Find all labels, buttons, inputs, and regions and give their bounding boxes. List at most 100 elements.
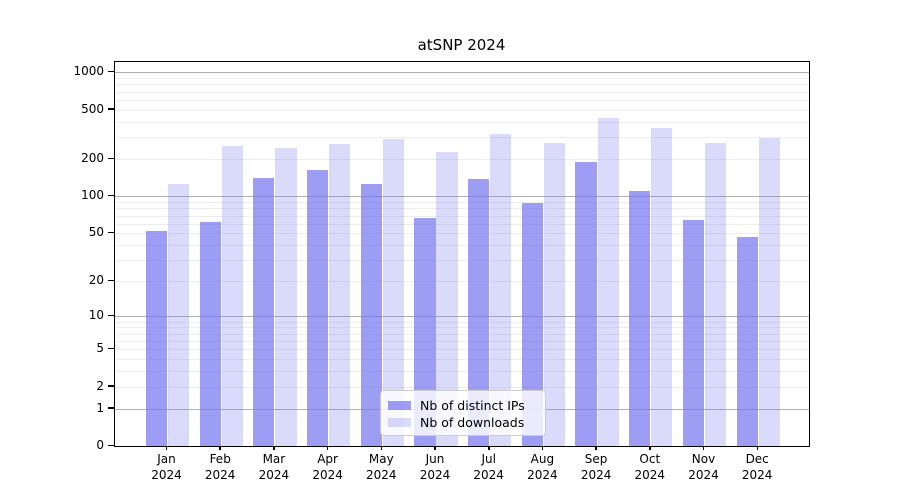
x-tick-label-line: Jan bbox=[157, 452, 176, 466]
bar-distinct-ips bbox=[360, 183, 382, 446]
bar-downloads bbox=[436, 152, 458, 446]
x-tick-mark bbox=[326, 446, 329, 450]
x-tick-label-line: 2024 bbox=[258, 468, 290, 482]
y-grid-minor-line bbox=[115, 349, 809, 351]
x-tick-label-line: 2024 bbox=[473, 468, 504, 482]
y-grid-minor-line bbox=[115, 327, 809, 329]
x-tick-label-line: Apr bbox=[317, 452, 338, 466]
legend-label-distinct-ips: Nb of distinct IPs bbox=[420, 398, 525, 413]
bar-distinct-ips bbox=[306, 170, 329, 446]
x-tick-label: Oct 2024 bbox=[619, 451, 681, 483]
y-tick-mark bbox=[108, 108, 114, 110]
y-grid-minor-line bbox=[115, 91, 809, 93]
y-grid-minor-line bbox=[115, 333, 809, 335]
x-tick-label-line: Aug bbox=[530, 452, 555, 466]
y-tick-label: 100 bbox=[81, 188, 104, 203]
x-tick-label-line: 2024 bbox=[312, 468, 343, 482]
x-tick-label-line: Jun bbox=[425, 452, 445, 466]
y-grid-minor-line bbox=[115, 281, 809, 283]
bar-downloads bbox=[329, 143, 351, 446]
x-tick-label: Apr 2024 bbox=[297, 451, 359, 483]
bar-downloads bbox=[597, 118, 619, 446]
y-tick-mark bbox=[108, 70, 114, 73]
y-grid-major-line bbox=[115, 72, 809, 74]
bar-downloads bbox=[758, 138, 780, 446]
y-grid-minor-line bbox=[115, 321, 809, 323]
y-grid-minor-line bbox=[115, 223, 809, 225]
x-tick-label: Sep 2024 bbox=[565, 451, 627, 483]
x-tick-mark bbox=[756, 446, 758, 450]
y-tick-label: 500 bbox=[81, 101, 104, 116]
y-tick-mark bbox=[108, 385, 114, 387]
y-tick-mark bbox=[108, 279, 114, 282]
x-tick-label: Jan 2024 bbox=[136, 451, 198, 483]
y-grid-minor-line bbox=[115, 215, 809, 217]
bar-distinct-ips bbox=[521, 203, 543, 446]
y-grid-minor-line bbox=[115, 340, 809, 342]
x-tick-label: Nov 2024 bbox=[673, 451, 735, 483]
bar-distinct-ips bbox=[468, 178, 490, 446]
legend-swatch-downloads bbox=[388, 418, 411, 427]
y-grid-minor-line bbox=[115, 208, 809, 210]
y-tick-label: 2 bbox=[96, 378, 104, 393]
x-tick-label-line: May bbox=[368, 452, 394, 466]
y-grid-minor-line bbox=[115, 202, 809, 203]
y-grid-minor-line bbox=[115, 359, 809, 360]
y-tick-mark bbox=[108, 157, 114, 160]
y-tick-mark bbox=[108, 314, 114, 317]
y-grid-minor-line bbox=[115, 159, 809, 161]
x-tick-label: Jun 2024 bbox=[404, 451, 466, 483]
bar-distinct-ips bbox=[414, 217, 436, 446]
x-tick-label-line: Sep bbox=[584, 452, 608, 466]
bar-distinct-ips bbox=[145, 231, 168, 446]
x-tick-label: Mar 2024 bbox=[243, 451, 305, 483]
x-tick-label-line: Feb bbox=[209, 452, 231, 466]
legend-item-downloads: Nb of downloads bbox=[388, 414, 537, 431]
y-grid-minor-line bbox=[115, 371, 809, 372]
y-tick-label: 10 bbox=[88, 308, 104, 323]
bar-downloads bbox=[221, 145, 243, 446]
bar-distinct-ips bbox=[736, 236, 758, 446]
legend: Nb of distinct IPs Nb of downloads bbox=[380, 390, 546, 436]
chart-title: atSNP 2024 bbox=[417, 36, 506, 54]
x-tick-mark bbox=[595, 446, 597, 450]
x-tick-mark bbox=[380, 446, 383, 450]
plot-area: Nb of distinct IPs Nb of downloads bbox=[114, 61, 810, 447]
x-tick-mark bbox=[219, 446, 221, 450]
x-tick-mark bbox=[649, 446, 651, 450]
y-grid-minor-line bbox=[115, 386, 809, 388]
legend-swatch-distinct-ips bbox=[388, 401, 411, 410]
y-grid-minor-line bbox=[115, 78, 809, 79]
y-tick-mark bbox=[108, 347, 114, 350]
x-tick-label: Dec 2024 bbox=[726, 451, 788, 483]
y-tick-label: 20 bbox=[88, 273, 104, 288]
y-tick-label: 1 bbox=[96, 400, 104, 415]
x-tick-label-line: 2024 bbox=[634, 468, 666, 482]
x-tick-label-line: 2024 bbox=[741, 468, 773, 482]
bar-downloads bbox=[275, 148, 297, 446]
x-tick-label-line: 2024 bbox=[419, 468, 451, 482]
x-tick-label-line: Oct bbox=[639, 452, 661, 466]
bar-distinct-ips bbox=[629, 191, 651, 446]
y-tick-label: 1000 bbox=[73, 64, 104, 79]
x-tick-label-line: Mar bbox=[262, 452, 286, 466]
bar-distinct-ips bbox=[682, 220, 705, 446]
y-tick-mark bbox=[108, 194, 114, 197]
x-tick-label-line: 2024 bbox=[580, 468, 612, 482]
y-tick-mark bbox=[108, 444, 114, 446]
x-tick-mark bbox=[488, 446, 490, 450]
x-tick-mark bbox=[541, 446, 544, 450]
y-grid-minor-line bbox=[115, 245, 809, 247]
x-tick-label: Feb 2024 bbox=[189, 451, 251, 483]
x-tick-label-line: 2024 bbox=[366, 468, 397, 482]
y-grid-minor-line bbox=[115, 99, 809, 101]
bar-downloads bbox=[490, 133, 512, 446]
bar-distinct-ips bbox=[575, 161, 597, 446]
x-tick-label-line: 2024 bbox=[527, 468, 558, 482]
x-tick-label-line: Nov bbox=[691, 452, 716, 466]
x-tick-mark bbox=[702, 446, 705, 450]
legend-label-downloads: Nb of downloads bbox=[420, 415, 525, 430]
bar-distinct-ips bbox=[199, 221, 221, 446]
y-tick-label: 0 bbox=[96, 438, 104, 452]
